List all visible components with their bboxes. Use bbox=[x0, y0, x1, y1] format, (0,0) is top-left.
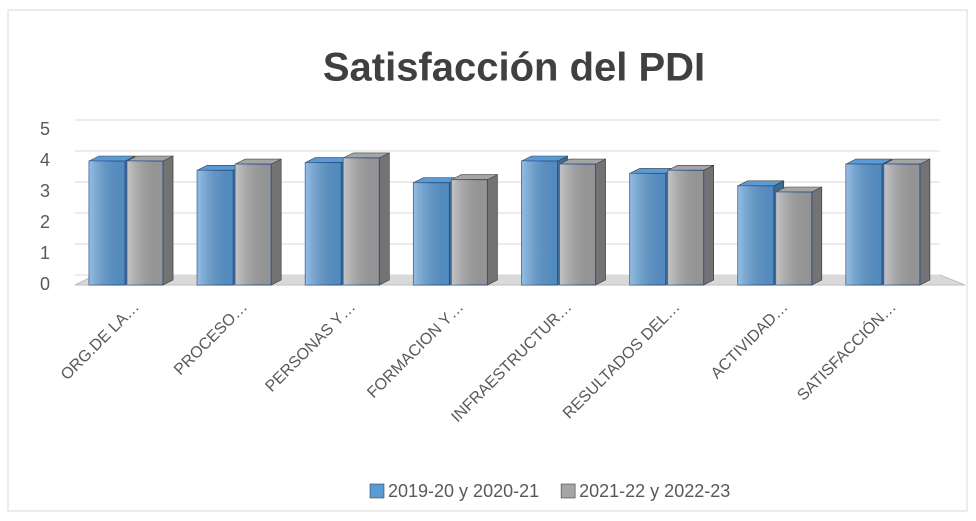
y-tick-label: 0 bbox=[40, 274, 50, 294]
legend-label: 2021-22 y 2022-23 bbox=[579, 481, 730, 501]
bar bbox=[559, 158, 606, 286]
y-tick-label: 4 bbox=[40, 150, 50, 170]
bar bbox=[667, 164, 714, 286]
chart-title: Satisfacción del PDI bbox=[323, 46, 705, 90]
y-tick-label: 2 bbox=[40, 212, 50, 232]
bar bbox=[234, 158, 282, 286]
bar bbox=[883, 158, 931, 286]
y-tick-label: 5 bbox=[40, 119, 50, 139]
legend-swatch bbox=[369, 483, 385, 499]
y-tick-label: 1 bbox=[40, 243, 50, 263]
bar bbox=[342, 152, 390, 286]
legend-swatch bbox=[560, 483, 576, 499]
bar bbox=[450, 174, 498, 286]
legend-label: 2019-20 y 2020-21 bbox=[388, 481, 539, 501]
bar bbox=[126, 155, 174, 286]
y-tick-label: 3 bbox=[40, 181, 50, 201]
bar bbox=[775, 186, 823, 286]
